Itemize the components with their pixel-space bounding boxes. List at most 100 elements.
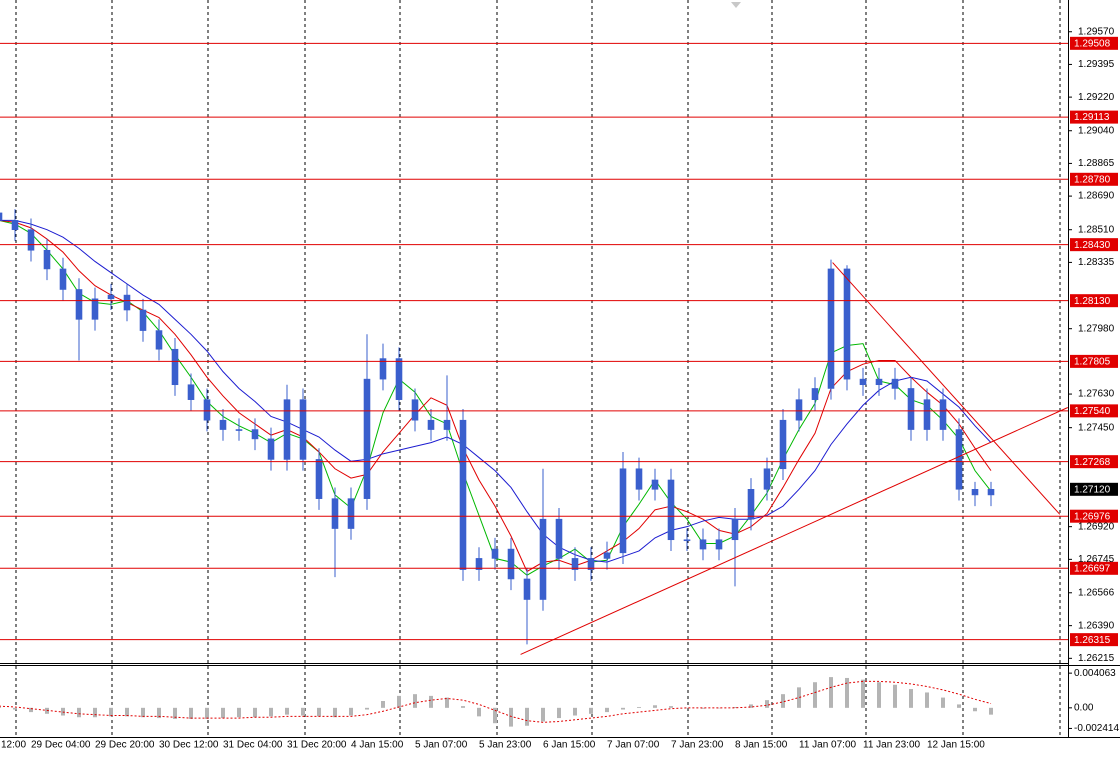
histogram-bar: [317, 707, 321, 717]
moving-average: [0, 219, 992, 573]
axes: 1.29508 1.29113 1.28780 1.28430 1.28130 1.278…: [0, 0, 1120, 738]
candle-body: [587, 558, 595, 570]
candle-body: [411, 399, 419, 421]
histogram-bar: [397, 695, 401, 708]
histogram-bar: [701, 707, 705, 709]
y-tick-label: 1.28865: [1078, 158, 1115, 169]
candle-body: [363, 378, 371, 499]
oscillator-panel: [0, 677, 993, 727]
candle-body: [571, 558, 579, 570]
histogram-bar: [221, 707, 225, 719]
candle-body: [0, 212, 3, 221]
candle-body: [283, 399, 291, 460]
level-label: 1.28130: [1074, 296, 1111, 307]
histogram-bar: [717, 707, 721, 709]
histogram-bar: [653, 705, 657, 708]
candle-body: [715, 539, 723, 550]
y-tick-label: 1.26390: [1078, 620, 1115, 631]
candle-body: [491, 548, 499, 559]
candle-body: [11, 220, 19, 231]
candle-body: [763, 468, 771, 490]
level-label: 1.29508: [1074, 38, 1111, 49]
candle-body: [843, 268, 851, 380]
candle-body: [443, 419, 451, 430]
histogram-bar: [973, 707, 977, 712]
level-label-box: [1070, 294, 1118, 308]
candle-body: [27, 229, 35, 251]
histogram-bar: [189, 707, 193, 719]
x-tick-label: 12 Jan 15:00: [927, 740, 985, 751]
level-label-box: [1070, 354, 1118, 368]
candle-body: [315, 459, 323, 499]
histogram-bar: [157, 707, 161, 719]
histogram-bar: [349, 707, 353, 716]
candle-body: [427, 419, 435, 430]
histogram-bar: [813, 682, 817, 708]
histogram-bar: [909, 689, 913, 708]
candle-body: [779, 419, 787, 470]
histogram-bar: [333, 707, 337, 718]
histogram-bar: [13, 707, 17, 710]
histogram-bar: [557, 707, 561, 719]
y-tick-label: 1.29220: [1078, 92, 1115, 103]
trendline: [832, 262, 1061, 515]
x-tick-label: 29 Dec 04:00: [31, 740, 91, 751]
y-tick-label: 1.27630: [1078, 389, 1115, 400]
histogram-bar: [669, 706, 673, 708]
candle-body: [603, 552, 611, 559]
candle-body: [827, 268, 835, 389]
level-label-box: [1070, 455, 1118, 469]
histogram-bar: [509, 707, 513, 727]
histogram-bar: [109, 707, 113, 717]
x-tick-label: 11 Jan 23:00: [863, 740, 921, 751]
candle-body: [635, 468, 643, 490]
y-tick-label: 1.26920: [1078, 521, 1115, 532]
y-tick-label: 1.27980: [1078, 323, 1115, 334]
candle-body: [651, 479, 659, 490]
y-tick-label: 0.004063: [1074, 668, 1116, 679]
histogram-bar: [845, 677, 849, 708]
candle-body: [811, 388, 819, 400]
candle-body: [987, 489, 995, 496]
level-label: 1.29113: [1074, 112, 1110, 123]
histogram-bar: [125, 707, 129, 717]
histogram-bar: [589, 707, 593, 714]
candle-body: [299, 399, 307, 460]
candle-body: [235, 429, 243, 431]
histogram-bar: [541, 707, 545, 722]
histogram-bar: [93, 707, 97, 718]
level-label: 1.28780: [1074, 174, 1111, 185]
last-price-box: [1070, 482, 1118, 496]
candle-body: [859, 378, 867, 386]
histogram-bar: [941, 697, 945, 708]
histogram-bar: [173, 707, 177, 719]
candle-body: [619, 468, 627, 554]
x-tick-label: 5 Jan 07:00: [415, 740, 468, 751]
histogram-bar: [733, 706, 737, 708]
moving-average: [0, 219, 992, 563]
candle-body: [91, 298, 99, 320]
shift-marker: [731, 2, 741, 8]
candle-body: [187, 384, 195, 400]
candle-body: [123, 294, 131, 311]
y-tick-label: 1.28690: [1078, 191, 1115, 202]
level-label: 1.28430: [1074, 240, 1111, 251]
level-label-box: [1070, 238, 1118, 252]
y-tick-label: 1.26215: [1078, 653, 1115, 664]
candle-body: [699, 539, 707, 550]
histogram-bar: [861, 679, 865, 708]
histogram-bar: [797, 687, 801, 708]
level-label: 1.27805: [1074, 357, 1111, 368]
histogram-bar: [429, 695, 433, 708]
candle-body: [107, 294, 115, 300]
candle-body: [459, 419, 467, 570]
level-label: 1.26697: [1074, 563, 1111, 574]
candle-body: [939, 399, 947, 430]
histogram-bar: [141, 707, 145, 718]
histogram-bar: [877, 682, 881, 708]
histogram-bar: [893, 684, 897, 708]
candle-body: [331, 498, 339, 529]
